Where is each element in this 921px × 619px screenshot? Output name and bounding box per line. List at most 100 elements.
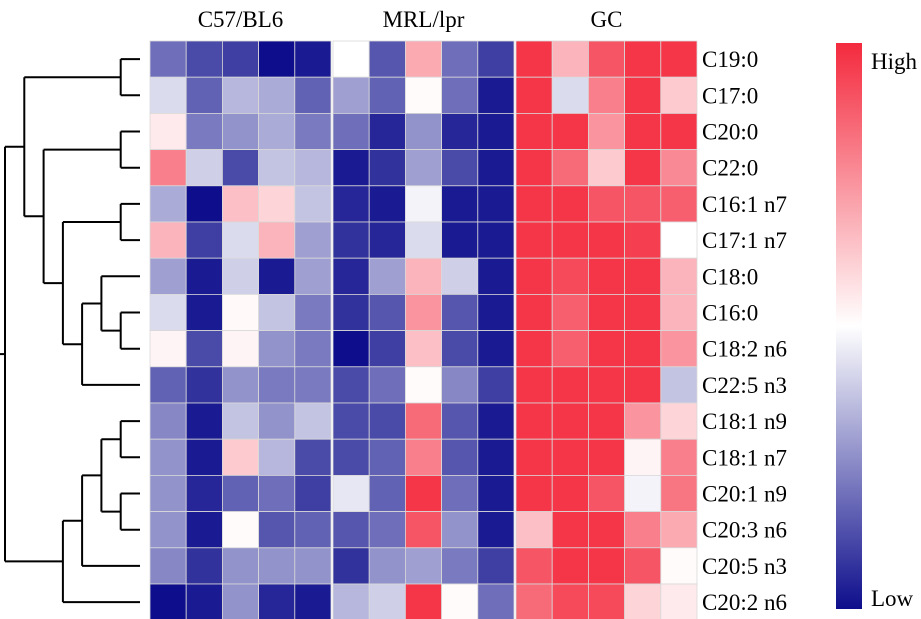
heatmap-cell	[368, 547, 406, 585]
heatmap-cell	[515, 366, 553, 404]
heatmap-cell	[660, 149, 698, 187]
heatmap-cell	[660, 511, 698, 549]
heatmap-cell	[368, 113, 406, 151]
heatmap-cell	[149, 257, 187, 295]
heatmap-cell	[149, 402, 187, 440]
heatmap-cell	[368, 402, 406, 440]
heatmap-cell	[294, 330, 332, 368]
heatmap-cell	[441, 583, 479, 619]
heatmap-cell	[332, 76, 370, 114]
row-label: C17:0	[702, 83, 758, 108]
heatmap-cell	[515, 40, 553, 78]
heatmap-cell	[258, 330, 296, 368]
heatmap-cell	[185, 185, 223, 223]
heatmap-cell	[221, 438, 259, 476]
column-group-labels: C57/BL6 MRL/lpr GC	[198, 7, 623, 32]
heatmap-cells	[149, 40, 698, 619]
heatmap-cell	[441, 547, 479, 585]
heatmap-cell	[368, 293, 406, 331]
heatmap-cell	[185, 547, 223, 585]
heatmap-cell	[368, 583, 406, 619]
row-label: C16:1 n7	[702, 192, 787, 217]
heatmap-cell	[477, 474, 515, 512]
heatmap-cell	[368, 330, 406, 368]
heatmap-cell	[515, 547, 553, 585]
heatmap-cell	[551, 293, 589, 331]
heatmap-cell	[185, 583, 223, 619]
row-label: C20:5 n3	[702, 554, 787, 579]
heatmap-cell	[477, 438, 515, 476]
heatmap-cell	[149, 76, 187, 114]
heatmap-cell	[221, 366, 259, 404]
heatmap-cell	[477, 40, 515, 78]
heatmap-cell	[332, 583, 370, 619]
heatmap-cell	[332, 185, 370, 223]
heatmap-cell	[185, 330, 223, 368]
heatmap-cell	[294, 511, 332, 549]
heatmap-cell	[624, 185, 662, 223]
heatmap-cell	[441, 40, 479, 78]
heatmap-cell	[624, 330, 662, 368]
heatmap-cell	[221, 40, 259, 78]
heatmap-cell	[221, 511, 259, 549]
row-label: C18:1 n7	[702, 445, 787, 470]
heatmap-cell	[551, 257, 589, 295]
heatmap-cell	[258, 293, 296, 331]
heatmap-cell	[660, 366, 698, 404]
heatmap-cell	[258, 366, 296, 404]
heatmap-cell	[551, 547, 589, 585]
heatmap-cell	[441, 221, 479, 259]
heatmap-cell	[294, 221, 332, 259]
heatmap-cell	[515, 330, 553, 368]
color-legend: High Low	[836, 43, 918, 611]
heatmap-cell	[624, 438, 662, 476]
heatmap-cell	[404, 330, 442, 368]
heatmap-cell	[332, 221, 370, 259]
heatmap-cell	[660, 221, 698, 259]
heatmap-cell	[332, 511, 370, 549]
heatmap-cell	[149, 474, 187, 512]
heatmap-cell	[221, 113, 259, 151]
heatmap-cell	[185, 474, 223, 512]
row-label: C19:0	[702, 47, 758, 72]
heatmap-cell	[221, 474, 259, 512]
heatmap-cell	[515, 221, 553, 259]
heatmap-cell	[660, 257, 698, 295]
heatmap-cell	[551, 511, 589, 549]
heatmap-cell	[368, 474, 406, 512]
heatmap-cell	[149, 221, 187, 259]
heatmap-cell	[441, 76, 479, 114]
heatmap-cell	[624, 511, 662, 549]
heatmap-cell	[185, 221, 223, 259]
heatmap-cell	[551, 583, 589, 619]
row-labels: C19:0 C17:0 C20:0 C22:0 C16:1 n7 C17:1 n7 C18:…	[702, 47, 787, 615]
heatmap-cell	[404, 547, 442, 585]
heatmap-cell	[258, 547, 296, 585]
heatmap-cell	[294, 149, 332, 187]
heatmap-cell	[185, 40, 223, 78]
heatmap-cell	[588, 185, 626, 223]
heatmap-cell	[332, 293, 370, 331]
heatmap-cell	[660, 438, 698, 476]
heatmap-cell	[221, 185, 259, 223]
heatmap-cell	[515, 293, 553, 331]
heatmap-cell	[588, 221, 626, 259]
heatmap-cell	[515, 257, 553, 295]
heatmap-cell	[515, 511, 553, 549]
heatmap-cell	[258, 438, 296, 476]
heatmap-cell	[332, 474, 370, 512]
heatmap-cell	[624, 113, 662, 151]
heatmap-cell	[149, 438, 187, 476]
heatmap-cell	[294, 185, 332, 223]
heatmap-cell	[332, 402, 370, 440]
heatmap-cell	[258, 583, 296, 619]
heatmap-cell	[441, 330, 479, 368]
heatmap-cell	[477, 402, 515, 440]
heatmap-cell	[588, 583, 626, 619]
heatmap-cell	[221, 293, 259, 331]
row-label: C22:5 n3	[702, 373, 787, 398]
heatmap-cell	[221, 221, 259, 259]
heatmap-cell	[624, 366, 662, 404]
heatmap-cell	[404, 221, 442, 259]
heatmap-cell	[332, 149, 370, 187]
